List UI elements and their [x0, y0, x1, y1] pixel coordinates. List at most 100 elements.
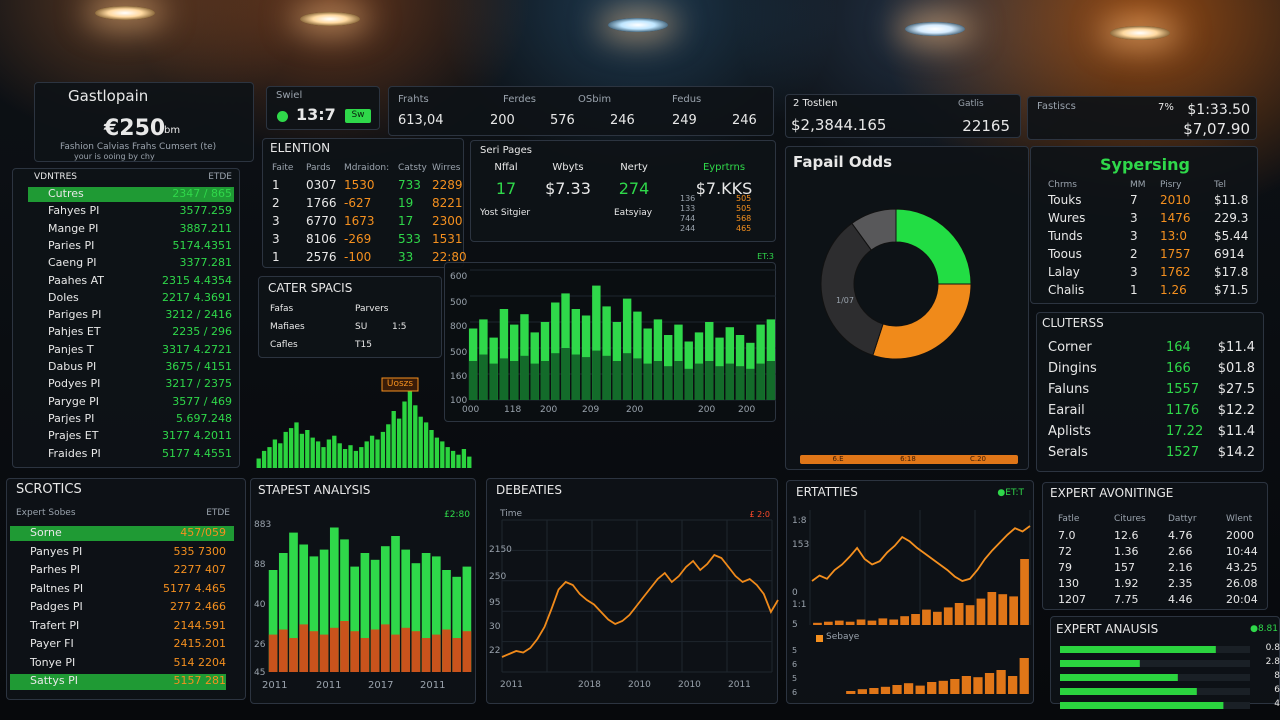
- bar: [391, 411, 396, 468]
- donut-slice: [895, 208, 972, 285]
- table-cell: T15: [355, 340, 372, 350]
- bar: [309, 631, 319, 672]
- bar: [332, 435, 337, 468]
- bar: [450, 450, 456, 468]
- list-cell: 5174.4351: [172, 238, 233, 252]
- column-header: Ferdes: [503, 94, 537, 105]
- label: $2,3844.165: [791, 116, 887, 134]
- time: 13:7: [296, 105, 336, 124]
- axis-label: 2018: [578, 680, 601, 690]
- bar: [479, 354, 488, 400]
- bar: [961, 676, 972, 694]
- bar: [834, 620, 844, 625]
- panel-title: ELENTION: [270, 141, 331, 155]
- bar: [663, 366, 673, 400]
- lamp: [1110, 26, 1170, 40]
- bar: [489, 363, 498, 400]
- axis-label: 153: [792, 540, 810, 550]
- list-cell: Mange PI: [48, 221, 99, 235]
- table-cell: 8221: [432, 196, 463, 210]
- table-cell: $11.8: [1214, 193, 1249, 207]
- bar: [551, 302, 560, 400]
- axis-label: 95: [489, 598, 501, 608]
- axis-label: 30: [489, 622, 501, 632]
- bar: [922, 609, 931, 625]
- panel-title: CATER SPACIS: [268, 281, 353, 295]
- axis-label: 1:8: [792, 516, 807, 526]
- label: 0.8: [1265, 643, 1280, 653]
- axis-label: 5: [792, 674, 798, 683]
- panel-title: SCROTICS: [16, 482, 82, 497]
- bar: [867, 620, 877, 625]
- bar: [380, 546, 390, 672]
- bar: [413, 405, 418, 468]
- bar: [396, 418, 402, 468]
- bar: [364, 441, 369, 468]
- label: 2 Tostlen: [793, 98, 838, 109]
- bar: [421, 638, 431, 672]
- label: Fastiscs: [1037, 101, 1076, 112]
- label: Expert Sobes: [16, 508, 76, 518]
- bar: [1008, 676, 1018, 694]
- table-cell: Mafiaes: [270, 322, 305, 332]
- label: Swiel: [276, 90, 303, 101]
- bar: [375, 439, 380, 468]
- axis-label: 100: [450, 396, 468, 406]
- bar: [429, 430, 434, 468]
- metric: 17: [495, 179, 517, 198]
- bar: [462, 566, 472, 672]
- lamp: [95, 6, 155, 20]
- label: Wbyts: [552, 162, 584, 173]
- bar: [370, 559, 380, 672]
- bar: [350, 631, 360, 672]
- line: [501, 553, 779, 658]
- axis-label: 500: [450, 348, 468, 358]
- bar: [370, 629, 380, 672]
- bar: [462, 631, 472, 672]
- axis-label: 600: [450, 272, 468, 282]
- bar: [674, 361, 683, 400]
- bar: [943, 607, 953, 625]
- panel-title: ERTATTIES: [796, 485, 858, 499]
- list-cell: 3217 / 2375: [165, 377, 232, 391]
- label: $7,07.90: [1183, 120, 1250, 138]
- bar: [329, 527, 339, 672]
- label: Time: [500, 509, 523, 519]
- table-cell: 2.35: [1168, 577, 1193, 590]
- bar: [418, 416, 423, 468]
- list-cell: 5177 4.465: [163, 581, 226, 595]
- legend-swatch: [816, 635, 823, 642]
- table-cell: 19: [398, 196, 414, 210]
- table-cell: -100: [344, 250, 372, 264]
- label: Yost Sitgier: [480, 208, 531, 218]
- bar: [359, 447, 364, 468]
- bar: [288, 428, 294, 468]
- table-cell: Dingins: [1048, 361, 1097, 376]
- table-cell: $17.8: [1214, 265, 1249, 279]
- axis-label: 2011: [420, 680, 446, 691]
- bar: [499, 358, 509, 400]
- table-cell: Toous: [1048, 247, 1082, 261]
- axis-label: 6: [792, 660, 798, 669]
- axis-label: 883: [254, 520, 272, 530]
- label: ●ET:T: [997, 488, 1024, 498]
- list-cell: Prajes ET: [48, 429, 99, 443]
- list-cell: 2415.201: [173, 637, 227, 650]
- bar: [294, 422, 299, 468]
- axis-label: 000: [462, 405, 480, 415]
- table-cell: Faluns: [1048, 382, 1090, 397]
- table-cell: 1207: [1058, 593, 1086, 606]
- bar: [1020, 559, 1029, 625]
- bar: [915, 685, 925, 694]
- bar: [445, 447, 450, 468]
- progress-bar: [1060, 702, 1224, 709]
- bar: [715, 366, 724, 400]
- axis-label: 2017: [368, 680, 394, 691]
- bar: [561, 293, 570, 400]
- label: your is ooing by chy: [74, 152, 155, 161]
- axis-label: 22: [489, 646, 501, 656]
- table-cell: 12.6: [1114, 529, 1139, 542]
- axis-label: 2011: [728, 680, 751, 690]
- table-cell: 2300: [432, 214, 463, 228]
- column-header: OSbim: [578, 94, 612, 105]
